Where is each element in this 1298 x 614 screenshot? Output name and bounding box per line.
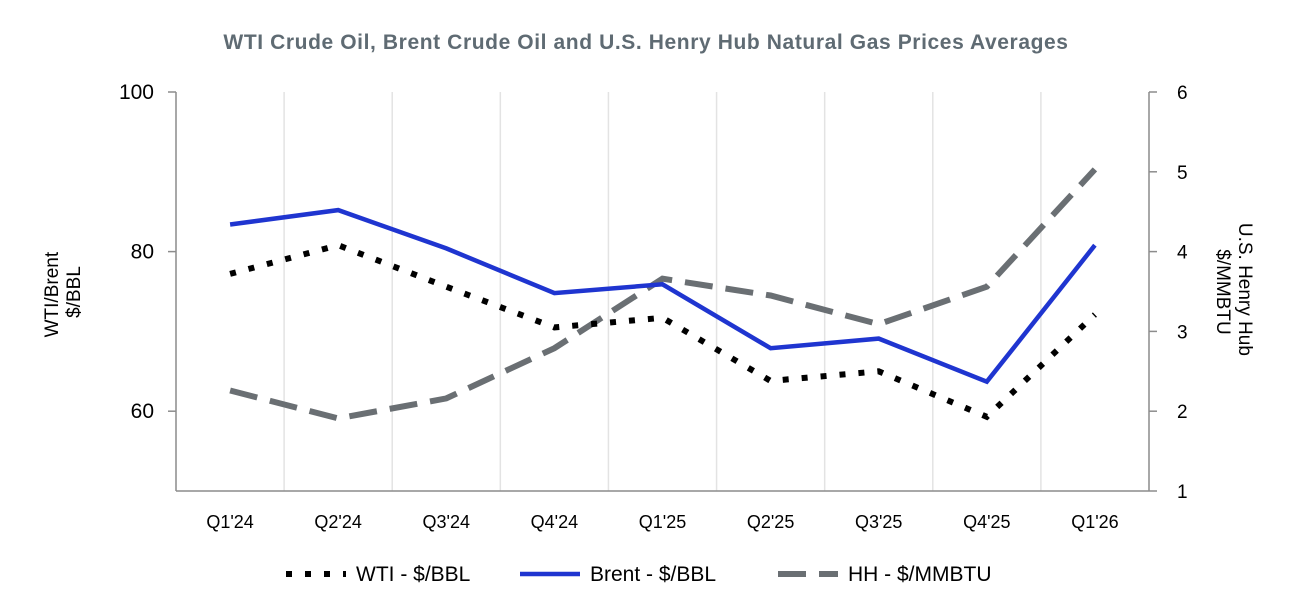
x-tick-label: Q3'24	[423, 512, 470, 532]
series-line-hh	[229, 167, 1098, 422]
legend-label: Brent - $/BBL	[590, 563, 716, 586]
legend-label: HH - $/MMBTU	[848, 563, 992, 586]
x-tick-label: Q1'24	[206, 512, 253, 532]
left-tick-label: 100	[119, 81, 154, 104]
left-tick-label: 60	[131, 400, 154, 423]
x-tick-label: Q2'25	[747, 512, 794, 532]
x-tick-label: Q2'24	[314, 512, 361, 532]
left-axis-label: WTI/Brent $/BBL	[42, 247, 85, 338]
right-axis-label: U.S. Henry Hub $/MMBTU	[1212, 223, 1255, 361]
right-axis-label-line-1: U.S. Henry Hub	[1234, 223, 1255, 356]
series-line-brent	[229, 207, 1097, 385]
x-axis-ticks: Q1'24 Q2'24 Q3'24 Q4'24 Q1'25 Q2'25 Q3'25 Q4'25…	[206, 512, 1118, 532]
left-axis-label-line-2: $/BBL	[64, 266, 85, 318]
right-tick-label: 2	[1177, 402, 1188, 423]
right-axis-label-line-2: $/MMBTU	[1212, 249, 1233, 335]
right-axis-ticks: 1 2 3 4 5 6	[1149, 83, 1188, 503]
right-tick-label: 6	[1177, 83, 1188, 104]
right-tick-label: 5	[1177, 163, 1188, 184]
x-tick-label: Q1'26	[1071, 512, 1118, 532]
right-tick-label: 4	[1177, 243, 1188, 264]
left-axis-ticks: 60 80 100	[119, 81, 176, 423]
x-tick-label: Q3'25	[855, 512, 902, 532]
chart-title: WTI Crude Oil, Brent Crude Oil and U.S. …	[223, 31, 1068, 54]
left-tick-label: 80	[131, 241, 154, 264]
right-tick-label: 3	[1177, 322, 1188, 343]
gridlines	[283, 92, 1042, 491]
x-tick-label: Q4'24	[531, 512, 578, 532]
right-tick-label: 1	[1177, 482, 1188, 503]
x-tick-label: Q4'25	[963, 512, 1010, 532]
legend-label: WTI - $/BBL	[356, 563, 470, 586]
x-tick-label: Q1'25	[639, 512, 686, 532]
series-lines	[229, 167, 1098, 422]
series-line-wti	[229, 242, 1097, 421]
left-axis-label-line-1: WTI/Brent	[42, 251, 63, 337]
legend: WTI - $/BBL Brent - $/BBL HH - $/MMBTU	[286, 563, 992, 586]
